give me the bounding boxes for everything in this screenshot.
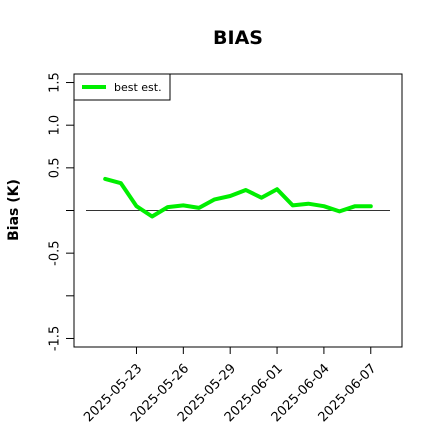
series-line-best-est (103, 176, 373, 219)
y-tick-label: 1.5 (48, 72, 63, 93)
y-tick-label: 0.5 (48, 158, 63, 179)
y-tick-label: 1.0 (48, 115, 63, 136)
y-tick-label: -0.5 (48, 240, 63, 265)
y-tick-label: -1.5 (48, 326, 63, 351)
y-axis-label: Bias (K) (6, 179, 22, 241)
legend-label: best est. (114, 81, 162, 94)
chart-title: BIAS (213, 27, 263, 49)
